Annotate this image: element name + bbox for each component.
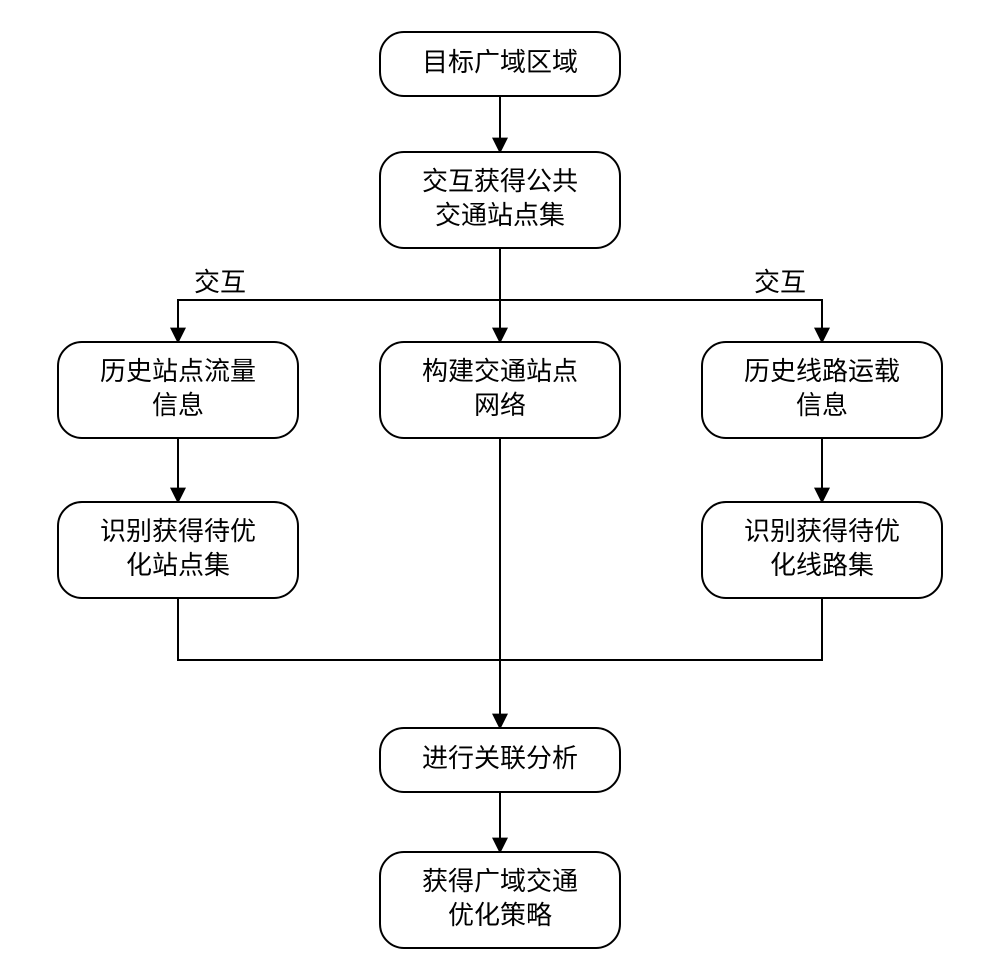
node-text-n1-line0: 目标广域区域: [422, 42, 578, 79]
edge-e9: [500, 598, 822, 660]
node-n7: 识别获得待优化线路集: [702, 502, 942, 598]
node-n8: 进行关联分析: [380, 728, 620, 792]
node-text-n6-line0: 识别获得待优: [100, 511, 256, 548]
node-text-n7-line1: 化线路集: [770, 545, 874, 582]
node-text-n3-line0: 历史站点流量: [100, 351, 256, 388]
edge-label-e3: 交互: [194, 262, 246, 299]
node-text-n9-line1: 优化策略: [448, 895, 552, 932]
edge-e8: [178, 598, 500, 660]
node-text-n5-line1: 信息: [796, 385, 848, 422]
node-text-n2-line1: 交通站点集: [435, 195, 565, 232]
node-text-n4-line1: 网络: [474, 385, 526, 422]
node-n1: 目标广域区域: [380, 32, 620, 96]
node-n2: 交互获得公共交通站点集: [380, 152, 620, 248]
edge-label-e4: 交互: [754, 262, 806, 299]
node-n4: 构建交通站点网络: [380, 342, 620, 438]
node-text-n4-line0: 构建交通站点: [422, 351, 578, 388]
node-n5: 历史线路运载信息: [702, 342, 942, 438]
node-text-n3-line1: 信息: [152, 385, 204, 422]
node-text-n6-line1: 化站点集: [126, 545, 230, 582]
node-text-n5-line0: 历史线路运载: [744, 351, 900, 388]
node-n9: 获得广域交通优化策略: [380, 852, 620, 948]
node-text-n9-line0: 获得广域交通: [422, 861, 578, 898]
node-n3: 历史站点流量信息: [58, 342, 298, 438]
node-text-n7-line0: 识别获得待优: [744, 511, 900, 548]
node-text-n8-line0: 进行关联分析: [422, 738, 578, 775]
node-text-n2-line0: 交互获得公共: [422, 161, 578, 198]
flowchart-canvas: 交互交互目标广域区域交互获得公共交通站点集历史站点流量信息构建交通站点网络历史线…: [0, 0, 1000, 978]
node-n6: 识别获得待优化站点集: [58, 502, 298, 598]
